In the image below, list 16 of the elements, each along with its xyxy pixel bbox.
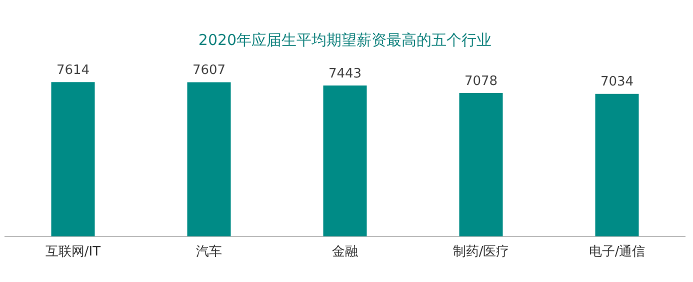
data-label: 7078 <box>464 74 498 89</box>
data-label: 7034 <box>600 74 634 90</box>
data-label: 7607 <box>192 63 226 78</box>
data-label: 7443 <box>328 66 362 82</box>
data-label: 7614 <box>56 62 90 78</box>
x-tick-label: 互联网/IT <box>45 244 101 260</box>
x-tick-label: 制药/医疗 <box>452 244 510 260</box>
x-tick-label: 汽车 <box>196 244 222 260</box>
bar <box>459 92 503 236</box>
chart-title: 2020年应届生平均期望薪资最高的五个行业 <box>198 30 492 49</box>
bar <box>323 86 367 236</box>
x-tick-label: 金融 <box>332 244 358 260</box>
bar <box>51 82 95 236</box>
x-tick-label: 电子/通信 <box>588 244 646 260</box>
bar <box>187 82 231 236</box>
bar <box>595 94 639 236</box>
